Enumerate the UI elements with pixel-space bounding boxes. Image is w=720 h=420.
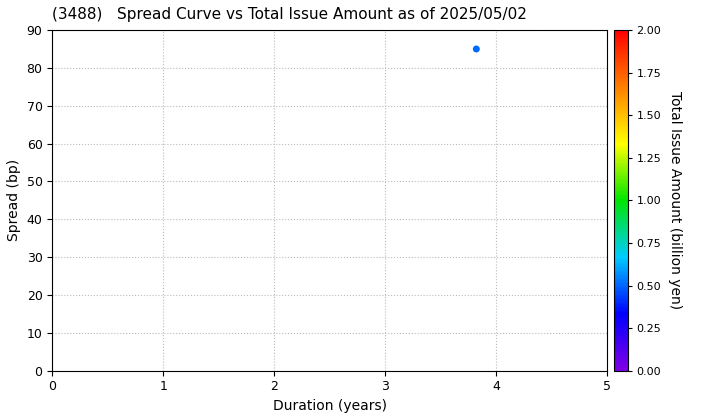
Y-axis label: Total Issue Amount (billion yen): Total Issue Amount (billion yen): [668, 92, 682, 310]
Text: (3488)   Spread Curve vs Total Issue Amount as of 2025/05/02: (3488) Spread Curve vs Total Issue Amoun…: [53, 7, 527, 22]
Point: [471, 46, 482, 52]
Y-axis label: Spread (bp): Spread (bp): [7, 159, 21, 242]
X-axis label: Duration (years): Duration (years): [273, 399, 387, 413]
